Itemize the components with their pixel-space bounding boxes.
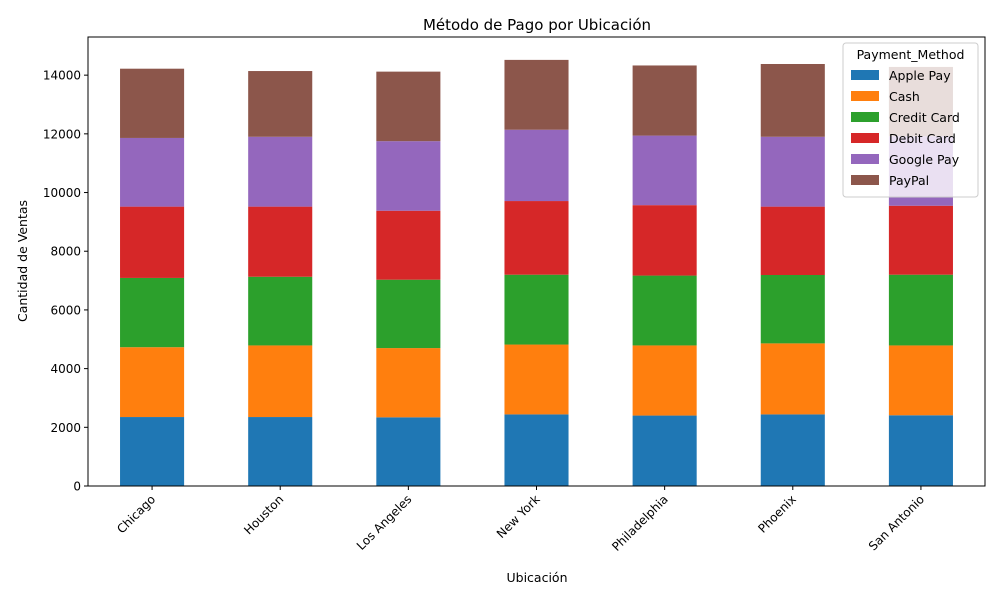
bar-segment <box>504 274 569 345</box>
x-tick-label: Chicago <box>114 492 158 536</box>
bar-segment <box>632 345 697 416</box>
legend-label: Google Pay <box>889 152 960 167</box>
legend-item: Debit Card <box>851 131 956 146</box>
bar-segment <box>376 348 441 418</box>
bar-segment <box>760 414 825 486</box>
legend-title: Payment_Method <box>857 47 965 62</box>
y-tick-label: 10000 <box>43 186 81 200</box>
bar-segment <box>120 347 185 418</box>
bar-segment <box>504 201 569 275</box>
y-axis-label: Cantidad de Ventas <box>15 200 30 322</box>
x-tick-label: New York <box>494 492 543 541</box>
legend-item: Google Pay <box>851 152 960 167</box>
series-apple-pay <box>120 414 953 486</box>
bar-segment <box>376 279 441 349</box>
bar-segment <box>632 415 697 486</box>
y-tick-label: 14000 <box>43 69 81 83</box>
bar-segment <box>760 136 825 207</box>
bar-segment <box>376 71 441 142</box>
x-tick-label: Philadelphia <box>609 492 671 554</box>
bar-segment <box>248 417 313 486</box>
bar-segment <box>760 343 825 415</box>
bar-segment <box>248 276 313 346</box>
x-tick-label: San Antonio <box>866 492 927 553</box>
bar-segment <box>632 275 697 346</box>
bar-segment <box>120 206 185 278</box>
legend-items: Apple Pay Cash Credit Card Debit Card Google… <box>851 68 960 188</box>
bar-segment <box>376 417 441 486</box>
bar-segment <box>504 59 569 130</box>
bar-segment <box>248 136 313 207</box>
series-cash <box>120 343 953 418</box>
legend-label: Cash <box>889 89 920 104</box>
legend: Payment_Method Apple Pay Cash Credit Card D… <box>842 42 979 198</box>
x-tick-label: Los Angeles <box>354 492 415 553</box>
bar-segment <box>632 65 697 136</box>
bar-segment <box>760 63 825 137</box>
bar-segment <box>888 345 953 416</box>
legend-label: Apple Pay <box>889 68 951 83</box>
bar-segment <box>504 414 569 486</box>
bar-segment <box>632 135 697 206</box>
x-axis-ticks: Chicago Houston Los Angeles New York Philade… <box>114 486 927 554</box>
series-credit-card <box>120 274 953 349</box>
y-tick-label: 0 <box>73 480 81 494</box>
legend-item: PayPal <box>851 173 929 188</box>
chart-title: Método de Pago por Ubicación <box>423 16 651 34</box>
bar-segment <box>120 417 185 486</box>
bar-segment <box>248 206 313 277</box>
bar-segment <box>376 141 441 211</box>
x-axis-label: Ubicación <box>506 570 567 585</box>
y-tick-label: 6000 <box>50 303 81 317</box>
series-debit-card <box>120 201 953 280</box>
y-tick-label: 4000 <box>50 362 81 376</box>
bar-segment <box>120 68 185 138</box>
legend-swatch <box>851 133 879 143</box>
legend-swatch <box>851 91 879 101</box>
series-paypal <box>120 59 953 142</box>
legend-swatch <box>851 70 879 80</box>
bar-segment <box>248 345 313 418</box>
legend-item: Cash <box>851 89 920 104</box>
legend-label: Debit Card <box>889 131 956 146</box>
legend-swatch <box>851 112 879 122</box>
bar-segment <box>888 205 953 275</box>
series-google-pay <box>120 129 953 211</box>
y-axis-ticks: 0 2000 4000 6000 8000 10000 12000 14000 <box>43 69 88 494</box>
legend-label: PayPal <box>889 173 929 188</box>
bar-segment <box>760 274 825 344</box>
y-tick-label: 2000 <box>50 421 81 435</box>
legend-swatch <box>851 154 879 164</box>
bar-segment <box>888 415 953 486</box>
y-tick-label: 8000 <box>50 245 81 259</box>
bar-segment <box>504 129 569 202</box>
bar-series-group <box>120 59 953 486</box>
bar-segment <box>888 274 953 346</box>
bar-segment <box>632 205 697 276</box>
bar-segment <box>248 71 313 137</box>
x-tick-label: Houston <box>241 492 286 537</box>
bar-segment <box>120 277 185 348</box>
legend-item: Apple Pay <box>851 68 951 83</box>
bar-segment <box>760 206 825 275</box>
bar-segment <box>120 137 185 207</box>
legend-swatch <box>851 175 879 185</box>
bar-segment <box>504 344 569 415</box>
legend-label: Credit Card <box>889 110 960 125</box>
legend-item: Credit Card <box>851 110 960 125</box>
bar-segment <box>376 210 441 280</box>
x-tick-label: Phoenix <box>755 492 799 536</box>
y-tick-label: 12000 <box>43 127 81 141</box>
